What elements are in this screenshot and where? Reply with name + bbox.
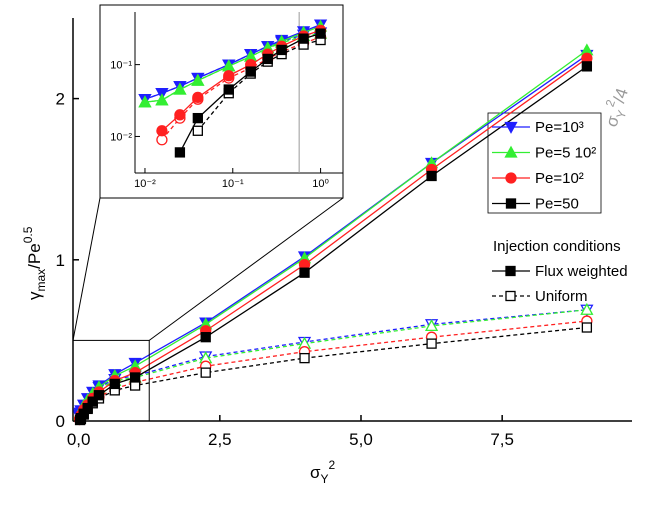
legend-marker: [505, 265, 516, 277]
y-axis-label: γmax/Pe0.5: [21, 226, 48, 300]
point: [581, 61, 593, 72]
point: [174, 109, 186, 121]
legend-marker: [505, 172, 517, 184]
x-tick-label: 7,5: [490, 430, 514, 449]
y-axis-label-part: 0.5: [21, 226, 35, 243]
point: [174, 147, 186, 158]
legend-marker: [504, 121, 518, 134]
point: [192, 91, 204, 104]
legend-title: Injection conditions: [493, 238, 621, 255]
legend-marker: [505, 198, 517, 209]
point: [173, 82, 187, 95]
point: [299, 267, 310, 278]
y-tick-label: 0: [56, 412, 65, 431]
legend-label: Pe=50: [535, 196, 579, 213]
legend-box: [487, 112, 602, 214]
uniform-line: [144, 32, 321, 103]
point: [93, 390, 105, 401]
x-axis-label-part: 2: [329, 458, 336, 472]
point: [87, 396, 98, 407]
point: [200, 367, 211, 378]
legend-label: Pe=10²: [535, 170, 584, 187]
uniform-line: [80, 326, 587, 420]
y-axis-label-part: γ: [25, 291, 44, 300]
point: [200, 332, 211, 343]
legend-marker: [504, 145, 518, 158]
uniform-line: [78, 309, 587, 417]
x-axis-label: σY2: [310, 458, 336, 486]
inset-y-tick-label: 10⁻¹: [110, 60, 132, 72]
zoom-connector: [148, 197, 344, 341]
annotation-part: /4: [610, 86, 632, 105]
point: [223, 70, 235, 82]
point: [299, 352, 310, 364]
legend-label: Pe=10³: [535, 119, 584, 136]
y-axis-label-part: /Pe: [25, 243, 44, 269]
x-tick-label: 0,0: [67, 430, 91, 449]
y-tick-label: 1: [56, 251, 65, 270]
annotation: σY2/4: [597, 84, 636, 130]
inset-data: [138, 19, 328, 158]
annotation-part: Y: [614, 109, 630, 121]
x-axis-label-part: σ: [310, 463, 321, 482]
flux-line: [144, 24, 321, 100]
x-axis-label-part: Y: [321, 472, 329, 486]
y-tick-label: 2: [56, 90, 65, 109]
point: [155, 93, 169, 106]
inset-x-tick-label: 10⁰: [312, 178, 329, 190]
point: [191, 73, 205, 86]
annotation-part: 2: [603, 98, 618, 109]
zoom-connector: [72, 197, 101, 341]
y-axis-label-part: max: [34, 269, 48, 292]
point: [223, 84, 234, 95]
point: [156, 125, 168, 137]
legend-label: Flux weighted: [535, 263, 628, 280]
point: [298, 33, 309, 44]
point: [129, 372, 141, 383]
point: [192, 112, 203, 124]
point: [138, 95, 152, 108]
legend-marker: [505, 290, 516, 302]
legend-label: Pe=5 10²: [535, 145, 596, 162]
x-tick-label: 2,5: [208, 430, 232, 449]
legend-label: Uniform: [535, 288, 588, 305]
zoom-box: [72, 339, 150, 422]
uniform-line: [78, 309, 587, 416]
point: [262, 53, 273, 65]
inset-y-tick-label: 10⁻²: [110, 131, 132, 143]
point: [245, 66, 256, 77]
x-tick-label: 5,0: [349, 430, 373, 449]
point: [315, 28, 326, 39]
point: [581, 322, 593, 333]
point: [424, 319, 439, 332]
flux-line: [144, 25, 321, 103]
point: [109, 378, 120, 390]
point: [192, 125, 203, 136]
inset-x-tick-label: 10⁻²: [134, 178, 156, 190]
point: [426, 170, 437, 182]
point: [276, 44, 287, 56]
point: [580, 302, 594, 315]
point: [426, 338, 437, 349]
inset-x-tick-label: 10⁻¹: [222, 178, 244, 190]
